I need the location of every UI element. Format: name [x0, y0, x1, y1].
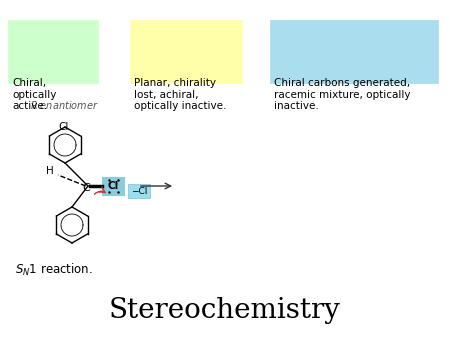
Text: C: C: [82, 183, 90, 193]
Text: Chiral,
optically
active.: Chiral, optically active.: [12, 78, 56, 111]
Text: Chiral carbons generated,
racemic mixture, optically
inactive.: Chiral carbons generated, racemic mixtur…: [274, 78, 410, 111]
Text: H: H: [46, 166, 54, 176]
Text: −Cl: −Cl: [131, 187, 147, 195]
FancyBboxPatch shape: [128, 184, 150, 198]
Text: Planar, chirality
lost, achiral,
optically inactive.: Planar, chirality lost, achiral, optical…: [134, 78, 226, 111]
Text: Cl: Cl: [59, 122, 69, 132]
FancyBboxPatch shape: [130, 20, 242, 83]
Text: Cl: Cl: [108, 181, 119, 191]
FancyBboxPatch shape: [270, 20, 438, 83]
FancyBboxPatch shape: [102, 177, 124, 195]
Text: $S_N$1 reaction.: $S_N$1 reaction.: [15, 262, 93, 278]
FancyBboxPatch shape: [8, 20, 98, 83]
Text: $\mathit{R}$ enantiomer: $\mathit{R}$ enantiomer: [30, 99, 99, 111]
Text: Stereochemistry: Stereochemistry: [109, 296, 341, 323]
